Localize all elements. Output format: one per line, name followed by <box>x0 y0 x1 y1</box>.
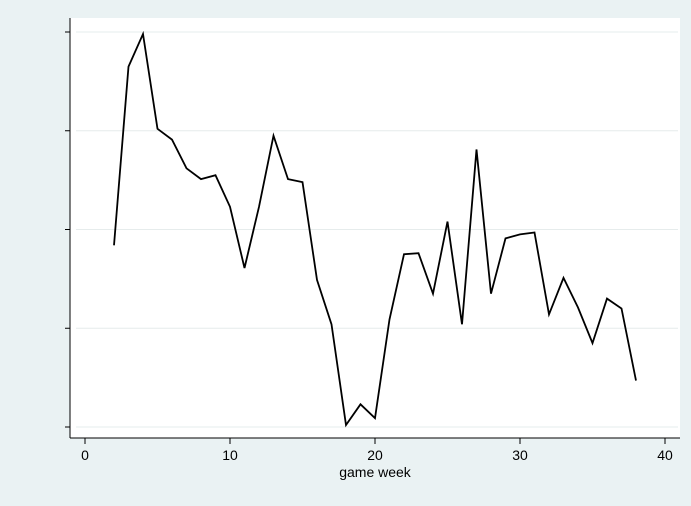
data-point <box>127 65 130 68</box>
data-point <box>403 253 406 256</box>
data-point <box>229 205 232 208</box>
data-point <box>156 127 159 130</box>
data-point <box>200 178 203 181</box>
data-point <box>417 252 420 255</box>
series <box>113 30 638 428</box>
x-tick-label-3: 30 <box>512 447 528 463</box>
data-point <box>504 237 507 240</box>
plot-area <box>70 18 680 438</box>
data-point <box>316 278 319 281</box>
data-point <box>113 244 116 247</box>
data-point <box>345 424 348 427</box>
data-point <box>388 318 391 321</box>
ticks: 0 10 20 30 40 <box>65 31 673 463</box>
data-point <box>475 148 478 151</box>
data-point <box>359 403 362 406</box>
data-point <box>301 181 304 184</box>
data-point <box>562 276 565 279</box>
gridlines <box>76 31 678 428</box>
x-tick-label-1: 10 <box>222 447 238 463</box>
data-point <box>432 292 435 295</box>
x-tick-label-2: 20 <box>367 447 383 463</box>
data-point <box>258 205 261 208</box>
x-tick-label-0: 0 <box>81 447 89 463</box>
data-point <box>272 134 275 137</box>
data-point <box>287 178 290 181</box>
data-point <box>519 233 522 236</box>
data-point <box>591 342 594 345</box>
data-point <box>620 307 623 310</box>
data-point <box>606 297 609 300</box>
data-point <box>446 220 449 223</box>
data-point <box>214 174 217 177</box>
data-point <box>533 231 536 234</box>
x-tick-label-4: 40 <box>657 447 673 463</box>
data-point <box>461 323 464 326</box>
data-point <box>330 323 333 326</box>
data-point <box>635 379 638 382</box>
data-point <box>490 292 493 295</box>
data-point <box>548 313 551 316</box>
data-point <box>171 138 174 141</box>
data-point <box>243 267 246 270</box>
series-line-0 <box>113 30 637 428</box>
x-axis-title: game week <box>339 464 412 480</box>
data-point <box>142 32 145 35</box>
data-point <box>577 306 580 309</box>
data-point <box>374 417 377 420</box>
data-point <box>185 167 188 170</box>
